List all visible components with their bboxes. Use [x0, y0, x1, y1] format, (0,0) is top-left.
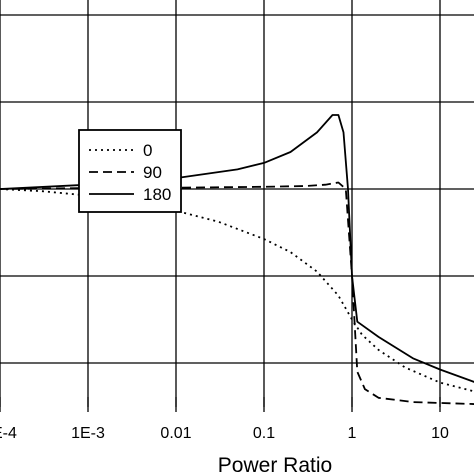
x-tick-labels: 1E-4 1E-3 0.01 0.1 1 10 [0, 397, 449, 442]
x-axis-title: Power Ratio [218, 454, 332, 474]
series-line-90 [0, 181, 474, 405]
series-line-180 [0, 114, 474, 383]
x-tick-label: 1 [348, 425, 357, 442]
legend-label-0: 0 [143, 141, 152, 160]
x-gridlines [0, 0, 441, 407]
x-tick-label: 0.1 [253, 425, 275, 442]
x-tick-label: 10 [431, 425, 449, 442]
legend-label-180: 180 [143, 185, 171, 204]
x-tick-label: 1E-4 [0, 425, 17, 442]
x-tick-label: 1E-3 [71, 425, 105, 442]
x-tick-label: 0.01 [160, 425, 191, 442]
legend-box [78, 129, 182, 213]
y-gridlines [0, 14, 474, 364]
legend: 0 90 180 [78, 129, 182, 213]
legend-label-90: 90 [143, 163, 162, 182]
